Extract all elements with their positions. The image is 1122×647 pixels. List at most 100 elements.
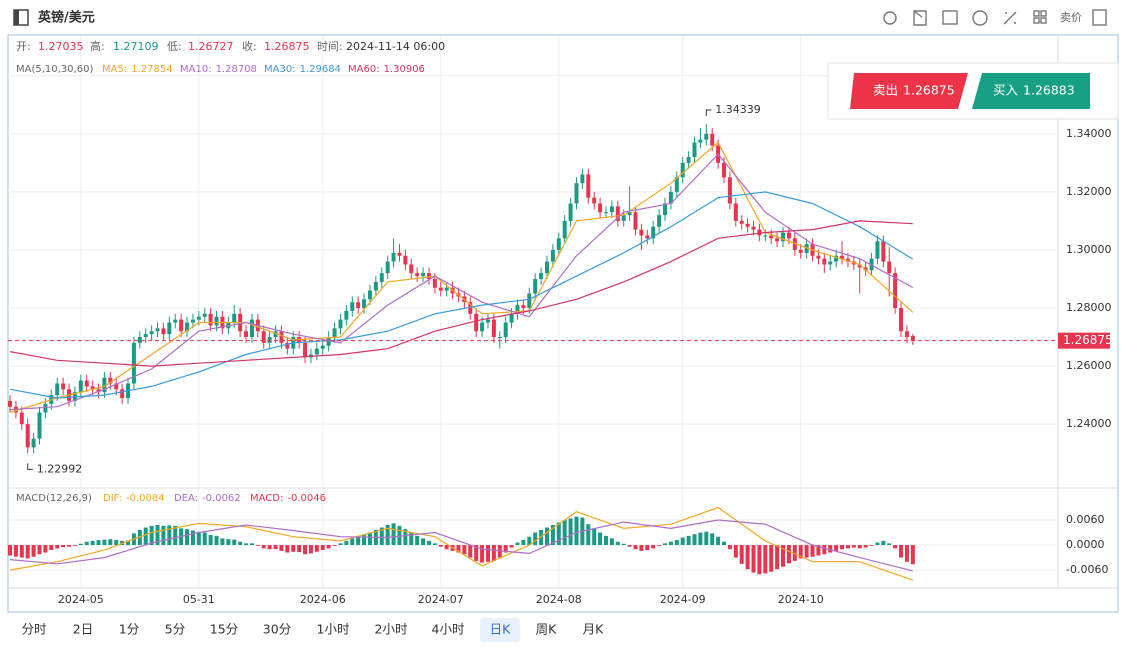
candle-body [686, 157, 691, 163]
candle-body [37, 412, 42, 439]
candle-body [149, 331, 154, 335]
candle-body [332, 328, 337, 338]
panel-icon[interactable] [1092, 9, 1107, 26]
timeframe-button[interactable]: 1小时 [317, 622, 350, 637]
info-label: 低: [167, 40, 182, 53]
y-tick-label: 1.32000 [1066, 185, 1112, 198]
macd-bar [781, 545, 786, 567]
candle-body [515, 305, 520, 314]
candle-body [173, 319, 178, 323]
macd-bar [267, 545, 272, 550]
candle-body [745, 223, 750, 227]
candle-body [244, 331, 249, 338]
macd-bar [167, 525, 172, 546]
candle-body [556, 238, 561, 250]
toolbar-label[interactable]: 卖价 [1060, 11, 1082, 24]
candle-body [845, 258, 850, 262]
macd-bar [279, 545, 284, 551]
grid-icon-part [1040, 17, 1047, 24]
legend-value: 1.27854 [131, 64, 172, 75]
trade-panel [827, 62, 1119, 120]
buy-label[interactable]: 买入 [993, 83, 1019, 98]
macd-bar [798, 545, 803, 559]
candle-body [798, 249, 803, 253]
candle-body [792, 238, 797, 250]
timeframe-button[interactable]: 周K [536, 622, 558, 637]
macd-bar [680, 537, 685, 546]
candle-body [491, 319, 496, 338]
macd-bar [621, 543, 626, 546]
macd-bar [668, 541, 673, 546]
macd-bar [869, 545, 874, 546]
macd-bar [96, 540, 101, 546]
timeframe-button[interactable]: 月K [583, 622, 605, 637]
pie-icon[interactable] [972, 10, 988, 26]
macd-bar [314, 545, 319, 552]
candle-body [25, 424, 30, 448]
info-label: 高: [90, 39, 105, 53]
y-tick-label: 1.30000 [1066, 243, 1112, 256]
candle-body [167, 322, 172, 335]
candle-body [415, 273, 420, 277]
candle-body [108, 377, 113, 384]
macd-bar [822, 545, 827, 555]
timeframe-button[interactable]: 2小时 [375, 622, 408, 637]
buy-button[interactable] [972, 73, 1090, 109]
percent-icon[interactable] [1003, 11, 1017, 25]
candle-body [775, 238, 780, 242]
y-tick-label: 1.26000 [1066, 359, 1112, 372]
timeframe-button[interactable]: 15分 [210, 622, 238, 637]
legend-name: MA5: [102, 64, 127, 75]
macd-bar [391, 523, 396, 546]
candle-body [710, 133, 715, 146]
candle-body [279, 331, 284, 343]
timeframe-button[interactable]: 30分 [263, 622, 291, 637]
candle-body [521, 305, 526, 309]
timeframe-button[interactable]: 2日 [73, 622, 93, 637]
sell-label[interactable]: 卖出 [873, 83, 898, 98]
candle-body [503, 322, 508, 338]
candle-body [562, 220, 567, 239]
macd-bar [220, 538, 225, 546]
timeframe-button[interactable]: 分时 [21, 622, 47, 637]
timeframe-button[interactable]: 1分 [119, 622, 139, 637]
candle-body [90, 386, 95, 390]
macd-bar [244, 543, 249, 546]
macd-bar [769, 545, 774, 572]
x-tick-label: 2024-06 [300, 593, 346, 606]
timeframe-button[interactable]: 日K [490, 622, 512, 637]
macd-bar [43, 545, 48, 553]
macd-bar [828, 545, 833, 553]
timeframe-button[interactable]: 5分 [165, 622, 185, 637]
sell-price[interactable]: 1.26875 [903, 83, 955, 98]
candle-body [828, 261, 833, 265]
draw-icon[interactable] [913, 10, 927, 26]
macd-bar [72, 545, 77, 546]
x-tick-label: 05-31 [183, 593, 215, 606]
macd-bar [403, 529, 408, 546]
candle-body [432, 278, 437, 288]
refresh-icon[interactable] [883, 11, 897, 25]
macd-bar [757, 545, 762, 575]
indicator-icon[interactable] [942, 10, 958, 25]
candle-body [19, 412, 24, 425]
grid-icon[interactable] [1033, 10, 1040, 17]
macd-bar [84, 541, 89, 546]
macd-bar [185, 529, 190, 546]
macd-bar [674, 540, 679, 546]
candle-body [373, 281, 378, 291]
macd-bar [592, 528, 597, 546]
legend-value: -0.0046 [287, 493, 326, 504]
macd-bar [208, 535, 213, 546]
sell-button[interactable] [850, 73, 968, 109]
macd-bar [509, 545, 514, 548]
macd-bar [598, 532, 603, 546]
buy-price[interactable]: 1.26883 [1023, 83, 1075, 98]
macd-bar [645, 545, 650, 551]
macd-bar [202, 532, 207, 546]
y-tick-label: -0.0060 [1066, 563, 1108, 576]
candle-body [651, 226, 656, 239]
macd-bar [727, 545, 732, 550]
macd-bar [544, 527, 549, 546]
timeframe-button[interactable]: 4小时 [432, 622, 465, 637]
